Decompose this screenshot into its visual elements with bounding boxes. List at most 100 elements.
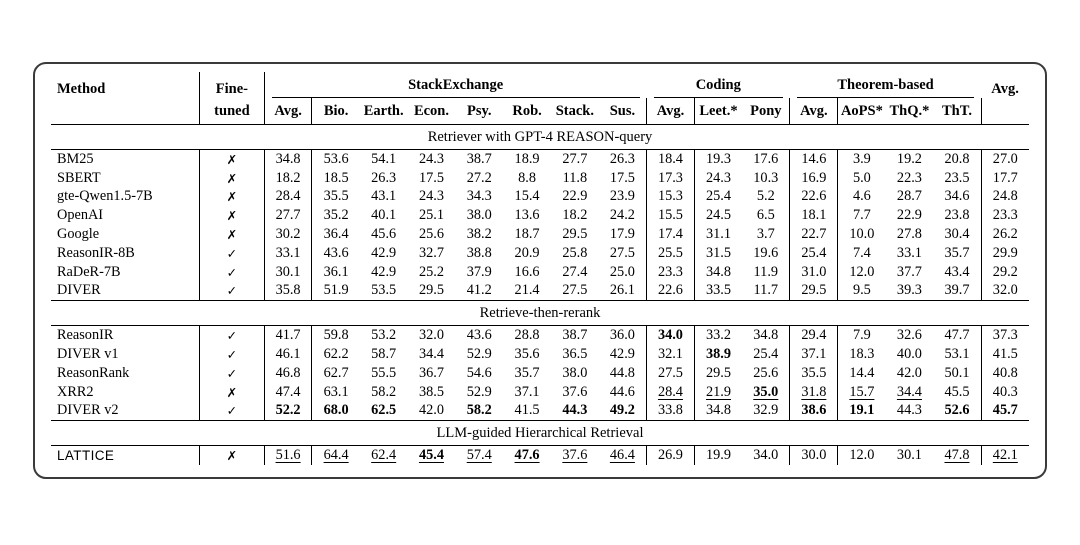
- value-cell: 10.0: [837, 225, 886, 244]
- finetuned-check-icon: ✓: [199, 401, 265, 421]
- value-cell: 55.5: [371, 364, 397, 381]
- subheader-pony: Pony: [750, 102, 782, 119]
- value-cell: 15.4: [514, 188, 540, 205]
- value-cell: 46.4: [609, 447, 635, 464]
- value-cell: 34.8: [263, 149, 312, 169]
- value-cell: 62.4: [371, 447, 397, 464]
- value-cell: 28.8: [514, 327, 540, 344]
- value-cell: 29.4: [789, 325, 838, 346]
- value-cell: 34.6: [944, 188, 970, 205]
- value-cell: 47.7: [944, 327, 970, 344]
- value-cell: 21.4: [514, 282, 540, 299]
- value-cell: 19.9: [693, 445, 743, 466]
- subheader-rob: Rob.: [512, 102, 542, 119]
- value-cell: 47.4: [263, 382, 312, 402]
- value-cell: 40.1: [371, 207, 397, 224]
- value-cell: 29.5: [562, 226, 588, 243]
- value-cell: 25.1: [418, 207, 444, 224]
- value-cell: 30.1: [263, 262, 312, 282]
- method-name: DIVER v1: [57, 346, 119, 363]
- value-cell: 30.1: [896, 447, 922, 464]
- value-cell: 47.8: [944, 447, 970, 464]
- section-title: LLM-guided Hierarchical Retrieval: [51, 420, 1029, 447]
- value-cell: 29.9: [980, 243, 1029, 263]
- value-cell: 41.5: [514, 402, 540, 419]
- value-cell: 58.2: [466, 402, 492, 419]
- value-cell: 22.6: [646, 281, 695, 301]
- value-cell: 30.4: [944, 226, 970, 243]
- value-cell: 43.1: [371, 188, 397, 205]
- table-row: BM25 ✗ 34.8 53.6 54.1 24.3 38.7 18.9 27.7 26.3 18.…: [51, 149, 1029, 169]
- value-cell: 17.3: [646, 168, 695, 188]
- value-cell: 22.3: [896, 169, 922, 186]
- value-cell: 27.7: [263, 206, 312, 226]
- value-cell: 42.9: [371, 244, 397, 261]
- value-cell: 16.9: [789, 168, 838, 188]
- subheader-sus: Sus.: [609, 102, 636, 119]
- value-cell: 8.8: [518, 169, 536, 186]
- method-name: XRR2: [57, 383, 94, 400]
- value-cell: 6.5: [756, 207, 775, 224]
- value-cell: 37.7: [896, 263, 922, 280]
- value-cell: 11.8: [562, 169, 588, 186]
- value-cell: 7.4: [837, 243, 886, 263]
- value-cell: 62.7: [311, 363, 360, 383]
- value-cell: 12.0: [837, 262, 886, 282]
- value-cell: 32.1: [646, 345, 695, 364]
- value-cell: 24.5: [693, 206, 743, 226]
- value-cell: 19.1: [837, 401, 886, 421]
- table-row: Google ✗ 30.2 36.4 45.6 25.6 38.2 18.7 29.5 17.9 1…: [51, 225, 1029, 244]
- value-cell: 52.9: [466, 383, 492, 400]
- value-cell: 38.7: [562, 327, 588, 344]
- value-cell: 38.2: [466, 226, 492, 243]
- value-cell: 40.8: [980, 363, 1029, 383]
- value-cell: 25.2: [418, 263, 444, 280]
- value-cell: 35.6: [514, 346, 540, 363]
- column-header-method: Method: [57, 81, 106, 97]
- value-cell: 35.0: [753, 383, 779, 400]
- value-cell: 45.4: [418, 447, 444, 464]
- value-cell: 36.1: [311, 262, 360, 282]
- finetuned-check-icon: ✓: [199, 243, 265, 263]
- table-row: OpenAI ✗ 27.7 35.2 40.1 25.1 38.0 13.6 18.2 24.2 1…: [51, 206, 1029, 226]
- table-row: SBERT ✗ 18.2 18.5 26.3 17.5 27.2 8.8 11.8 17.5 17.…: [51, 168, 1029, 188]
- method-name: ReasonIR-8B: [57, 244, 135, 261]
- value-cell: 37.9: [466, 263, 492, 280]
- value-cell: 38.5: [418, 383, 444, 400]
- value-cell: 43.6: [466, 327, 492, 344]
- value-cell: 17.9: [609, 226, 635, 243]
- finetuned-cross-icon: ✗: [199, 382, 265, 402]
- value-cell: 41.7: [263, 325, 312, 346]
- finetuned-check-icon: ✓: [199, 345, 265, 364]
- value-cell: 19.2: [896, 150, 922, 167]
- subheader-coding-avg: Avg.: [646, 98, 695, 125]
- value-cell: 25.5: [646, 243, 695, 263]
- value-cell: 36.7: [418, 364, 444, 381]
- value-cell: 23.9: [609, 188, 635, 205]
- value-cell: 54.1: [371, 150, 397, 167]
- table-row: ReasonIR-8B ✓ 33.1 43.6 42.9 32.7 38.8 20.9 25.8…: [51, 243, 1029, 263]
- value-cell: 27.5: [562, 282, 588, 299]
- section-title-row: LLM-guided Hierarchical Retrieval: [51, 420, 1029, 447]
- value-cell: 50.1: [944, 364, 970, 381]
- value-cell: 45.6: [371, 226, 397, 243]
- value-cell: 52.6: [944, 402, 970, 419]
- value-cell: 17.7: [980, 168, 1029, 188]
- value-cell: 42.1: [980, 445, 1029, 466]
- subheader-econ: Econ.: [413, 102, 449, 119]
- method-name: LATTICE: [57, 448, 115, 464]
- value-cell: 27.2: [466, 169, 492, 186]
- value-cell: 53.1: [944, 346, 970, 363]
- header-row-subcolumns: tuned Avg. Bio. Earth. Econ. Psy. Rob. S…: [51, 98, 1029, 125]
- value-cell: 30.0: [789, 445, 838, 466]
- value-cell: 24.3: [418, 188, 444, 205]
- table-row: ReasonRank ✓ 46.8 62.7 55.5 36.7 54.6 35.7 38.0 4…: [51, 363, 1029, 383]
- value-cell: 33.1: [896, 244, 922, 261]
- value-cell: 40.0: [896, 346, 922, 363]
- value-cell: 38.0: [466, 207, 492, 224]
- value-cell: 15.3: [646, 187, 695, 207]
- value-cell: 35.7: [944, 244, 970, 261]
- finetuned-cross-icon: ✗: [199, 168, 265, 188]
- value-cell: 63.1: [311, 382, 360, 402]
- value-cell: 58.7: [371, 346, 397, 363]
